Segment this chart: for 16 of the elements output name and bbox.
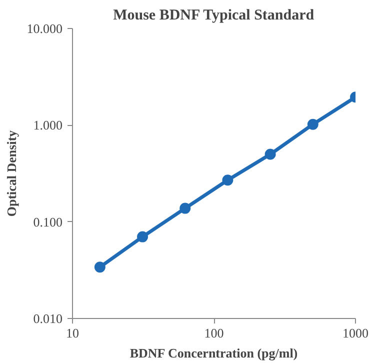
x-tick-label: 1000 xyxy=(342,326,368,340)
y-tick-label: 10.000 xyxy=(26,21,62,36)
point xyxy=(180,202,191,214)
point xyxy=(307,118,318,130)
point xyxy=(94,262,106,273)
x-axis-title: BDNF Concerntration (pg/ml) xyxy=(130,346,298,360)
x-tick-label: 10 xyxy=(66,326,79,340)
y-tick-label: 0.010 xyxy=(33,311,62,326)
y-tick-label: 1.000 xyxy=(33,118,62,133)
point xyxy=(264,148,276,160)
x-tick-label: 100 xyxy=(204,326,224,340)
point xyxy=(137,231,148,242)
y-axis-title: Optical Density xyxy=(4,130,19,217)
chart-title: Mouse BDNF Typical Standard xyxy=(113,8,315,24)
point xyxy=(222,174,234,186)
y-tick-label: 0.100 xyxy=(33,214,62,230)
